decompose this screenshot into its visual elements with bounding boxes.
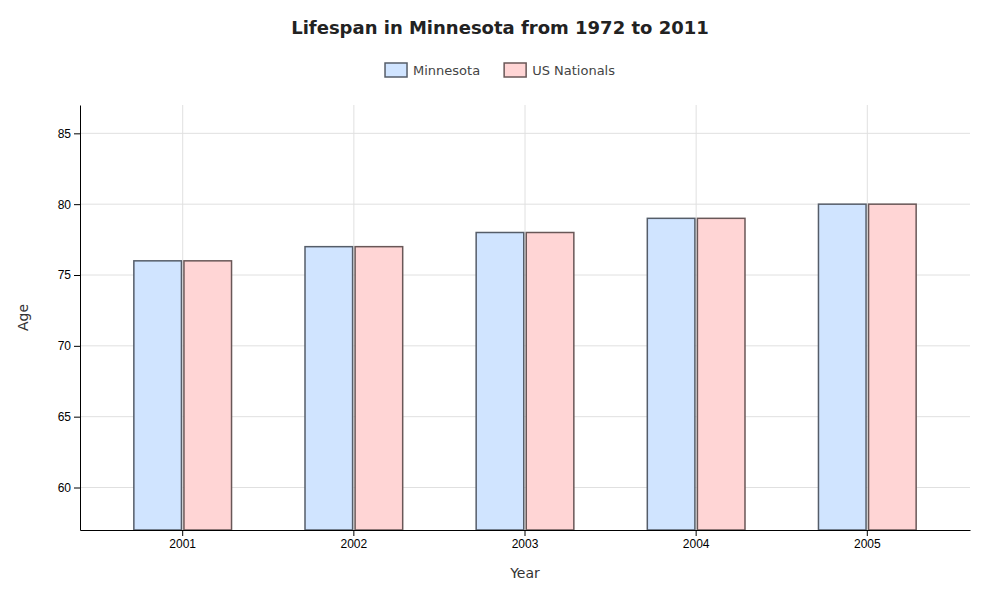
bar [869,204,917,530]
tick-mark [353,530,354,536]
tick-label: 2002 [340,537,367,551]
chart: 60 65 70 75 80 85 2001 2002 2003 2004 2005 Year Age L… [0,0,1000,600]
tick-mark [74,417,80,418]
bar [526,233,574,531]
bar [355,247,403,530]
bar [697,218,745,530]
grid-line [867,105,868,530]
tick-mark [74,346,80,347]
tick-label: 2004 [683,537,710,551]
bars [134,204,916,530]
tick: 80 [58,198,80,212]
tick: 2005 [854,530,881,551]
y-axis-title: Age [15,304,31,331]
tick-label: 2001 [169,537,196,551]
tick: 2001 [169,530,196,551]
tick: 2003 [512,530,539,551]
legend-item: Minnesota [385,63,480,78]
legend-label: US Nationals [532,63,615,78]
tick: 85 [58,127,80,141]
tick-mark [74,133,80,134]
bar-series [184,204,916,530]
tick-mark [867,530,868,536]
bar [818,204,866,530]
bar [305,247,353,530]
axis-line [80,106,81,531]
tick-label: 2005 [854,537,881,551]
bar [184,261,232,530]
tick-label: 2003 [512,537,539,551]
plot-area: 60 65 70 75 80 85 2001 2002 2003 2004 2005 [58,105,971,551]
tick-mark [525,530,526,536]
bar-series [134,204,866,530]
legend-swatch [504,63,526,77]
bar [476,233,524,531]
legend-swatch [385,63,407,77]
grid-line [353,105,354,530]
tick-label: 75 [58,268,72,282]
y-axis: 60 65 70 75 80 85 [58,106,81,531]
bar [134,261,182,530]
tick-mark [182,530,183,536]
grid-line [525,105,526,530]
legend-item: US Nationals [504,63,615,78]
tick-mark [74,204,80,205]
grid-line [696,105,697,530]
x-axis: 2001 2002 2003 2004 2005 [81,530,971,551]
grid-line [182,105,183,530]
tick-label: 85 [58,127,72,141]
bar [647,218,695,530]
tick-label: 70 [58,339,72,353]
tick: 2004 [683,530,710,551]
tick-mark [74,275,80,276]
tick: 2002 [340,530,367,551]
tick-label: 65 [58,410,72,424]
tick-label: 60 [58,481,72,495]
x-axis-title: Year [509,565,540,581]
tick: 60 [58,481,80,495]
tick-mark [696,530,697,536]
tick-mark [74,488,80,489]
grid [80,105,970,530]
tick: 75 [58,268,80,282]
legend: Minnesota US Nationals [385,63,615,78]
tick-label: 80 [58,198,72,212]
tick: 65 [58,410,80,424]
tick: 70 [58,339,80,353]
legend-label: Minnesota [413,63,480,78]
title: Lifespan in Minnesota from 1972 to 2011 [291,17,709,38]
